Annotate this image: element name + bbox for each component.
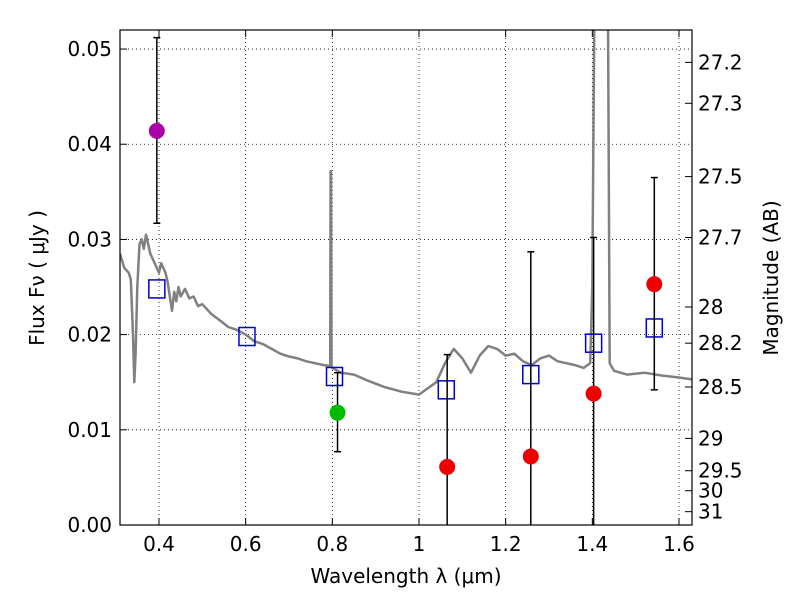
magnitude-tick-label: 27.2 bbox=[698, 50, 743, 74]
magnitude-tick-label: 29 bbox=[698, 426, 723, 450]
magnitude-tick-label: 27.7 bbox=[698, 226, 743, 250]
y-tick-label: 0.05 bbox=[67, 37, 112, 61]
magnitude-tick-label: 28.5 bbox=[698, 375, 743, 399]
model-point bbox=[238, 326, 256, 347]
observed-point bbox=[439, 458, 456, 475]
x-tick-label: 1 bbox=[413, 532, 426, 556]
observed-point bbox=[148, 122, 165, 139]
observed-point bbox=[329, 404, 346, 421]
x-tick-label: 0.6 bbox=[230, 532, 262, 556]
model-spectrum bbox=[120, 30, 692, 396]
observed-point bbox=[646, 276, 663, 293]
spectrum-line bbox=[120, 30, 692, 396]
magnitude-tick-label: 30 bbox=[698, 479, 723, 503]
x-tick-label: 0.8 bbox=[316, 532, 348, 556]
x-axis-title: Wavelength λ (μm) bbox=[310, 564, 501, 588]
magnitude-tick-label: 27.3 bbox=[698, 91, 743, 115]
magnitude-tick-label: 28.2 bbox=[698, 331, 743, 355]
magnitude-tick-label: 28 bbox=[698, 295, 723, 319]
model-point bbox=[437, 380, 456, 400]
x-tick-label: 1.4 bbox=[576, 532, 608, 556]
y-tick-label: 0.01 bbox=[67, 418, 112, 442]
y-tick-label: 0.02 bbox=[67, 323, 112, 347]
magnitude-tick-label: 27.5 bbox=[698, 165, 743, 189]
magnitude-tick-label: 29.5 bbox=[698, 459, 743, 483]
x-tick-label: 1.6 bbox=[663, 532, 695, 556]
observed-point bbox=[585, 385, 602, 402]
observed-point bbox=[522, 448, 539, 465]
model-point bbox=[325, 366, 344, 387]
plot-background bbox=[120, 30, 692, 525]
model-point bbox=[148, 279, 166, 299]
y-tick-label: 0.04 bbox=[67, 132, 112, 156]
y-tick-label: 0.03 bbox=[67, 227, 112, 251]
y-axis: 0.00 0.01 0.02 0.03 0.04 0.05 bbox=[67, 37, 127, 537]
plot-frame bbox=[119, 29, 693, 526]
magnitude-axis-title: Magnitude (AB) bbox=[759, 200, 783, 355]
x-tick-label: 0.4 bbox=[143, 532, 175, 556]
x-tick-label: 1.2 bbox=[490, 532, 522, 556]
x-axis: 0.4 0.6 0.8 1 1.2 1.4 1.6 bbox=[143, 30, 695, 556]
y-axis-title: Flux Fν ( μJy ) bbox=[25, 210, 49, 346]
observed-photometry bbox=[148, 36, 663, 525]
magnitude-tick-label: 31 bbox=[698, 500, 723, 524]
y-tick-label: 0.00 bbox=[67, 513, 112, 537]
